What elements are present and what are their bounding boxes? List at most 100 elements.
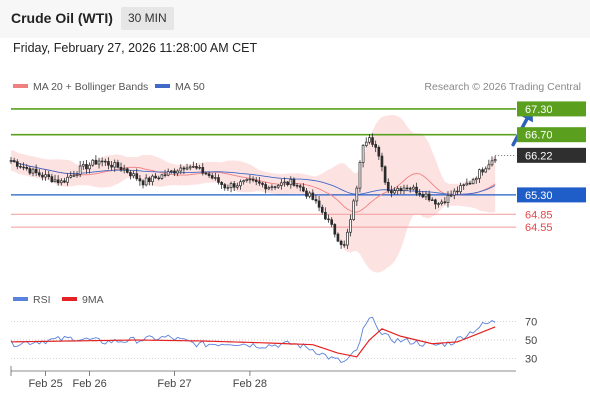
candle-body — [374, 144, 377, 148]
candle-body — [69, 175, 73, 178]
candle-body — [239, 181, 242, 187]
candle-body — [459, 185, 462, 193]
candle-body — [148, 177, 151, 182]
candle-body — [302, 186, 305, 192]
instrument-title: Crude Oil (WTI) — [11, 10, 113, 26]
candle-body — [443, 201, 447, 204]
candle-body — [371, 137, 374, 145]
candle-body — [163, 174, 167, 176]
rsi-ma-line — [10, 326, 496, 358]
timestamp: Friday, February 27, 2026 11:28:00 AM CE… — [13, 41, 258, 55]
candle-body — [390, 190, 393, 194]
candle-body — [336, 233, 340, 242]
candle-body — [157, 177, 161, 180]
candle-body — [28, 168, 32, 174]
candle-body — [88, 164, 91, 170]
x-tick-label: Feb 25 — [28, 378, 62, 390]
candle-body — [490, 160, 494, 166]
candle-body — [63, 180, 66, 183]
candle-body — [449, 194, 453, 197]
candle-body — [261, 182, 264, 185]
candle-body — [254, 179, 258, 183]
candle-body — [358, 162, 362, 189]
candle-body — [50, 176, 54, 183]
candle-body — [170, 170, 173, 173]
candle-body — [452, 190, 456, 196]
candle-body — [78, 165, 82, 175]
candle-body — [207, 173, 211, 176]
candle-body — [19, 166, 22, 168]
candle-body — [377, 146, 381, 157]
price-label-bg-resistance — [517, 127, 586, 143]
candle-body — [110, 164, 113, 168]
candle-body — [229, 183, 233, 188]
header-bar: Crude Oil (WTI) 30 MIN — [0, 0, 590, 38]
candle-body — [144, 177, 148, 186]
candle-body — [415, 186, 418, 194]
candle-body — [289, 179, 293, 186]
timeframe-badge[interactable]: 30 MIN — [121, 7, 174, 30]
candle-body — [91, 159, 95, 166]
candle-body — [270, 186, 274, 188]
candle-body — [468, 182, 472, 185]
ma50-legend-label: MA 50 — [175, 81, 205, 93]
candle-body — [220, 181, 223, 185]
price-label-bg-last — [517, 147, 586, 163]
candle-body — [179, 167, 183, 172]
candle-body — [267, 187, 271, 190]
rsi-ma-legend-label: 9MA — [82, 294, 104, 306]
bollinger-band — [11, 115, 496, 273]
candle-body — [364, 141, 368, 146]
ma50-line — [10, 160, 496, 195]
candle-body — [421, 193, 425, 198]
x-tick-label: Feb 26 — [72, 378, 106, 390]
candle-body — [85, 164, 88, 170]
candle-body — [349, 219, 352, 233]
candle-body — [97, 160, 101, 165]
candle-body — [286, 181, 289, 186]
candle-body — [59, 180, 63, 184]
candle-body — [462, 184, 466, 186]
candle-body — [339, 240, 343, 245]
candle-body — [188, 166, 192, 169]
candle-body — [72, 175, 76, 177]
candle-body — [94, 159, 98, 165]
candle-body — [34, 168, 38, 174]
candle-body — [418, 192, 422, 195]
candle-body — [342, 244, 346, 246]
candle-body — [217, 177, 220, 183]
candle-body — [81, 164, 85, 167]
x-tick-label: Feb 27 — [157, 378, 191, 390]
candle-body — [292, 179, 296, 186]
candle-body — [264, 184, 267, 190]
candle-body — [12, 160, 16, 163]
candle-body — [320, 206, 324, 213]
candle-body — [478, 169, 481, 179]
candle-body — [160, 174, 164, 179]
candle-body — [352, 200, 355, 220]
candle-body — [484, 168, 488, 173]
candle-body — [25, 166, 29, 169]
candle-body — [75, 173, 79, 176]
candle-body — [396, 188, 400, 192]
candle-body — [424, 193, 428, 198]
rsi-tick-label: 70 — [525, 316, 537, 328]
candle-body — [66, 176, 69, 183]
candle-body — [437, 203, 440, 205]
candle-body — [456, 190, 459, 193]
candle-body — [236, 185, 239, 188]
candle-body — [201, 167, 205, 174]
candle-body — [283, 181, 286, 184]
ma50-legend-swatch — [155, 84, 170, 88]
candle-body — [185, 167, 189, 170]
candle-body — [273, 186, 277, 188]
candle-body — [100, 160, 104, 163]
candle-body — [138, 178, 142, 182]
candle-body — [132, 173, 135, 177]
projection-arrow-head — [520, 108, 534, 123]
candle-body — [393, 190, 396, 194]
candle-body — [154, 175, 157, 179]
candle-body — [368, 137, 371, 143]
